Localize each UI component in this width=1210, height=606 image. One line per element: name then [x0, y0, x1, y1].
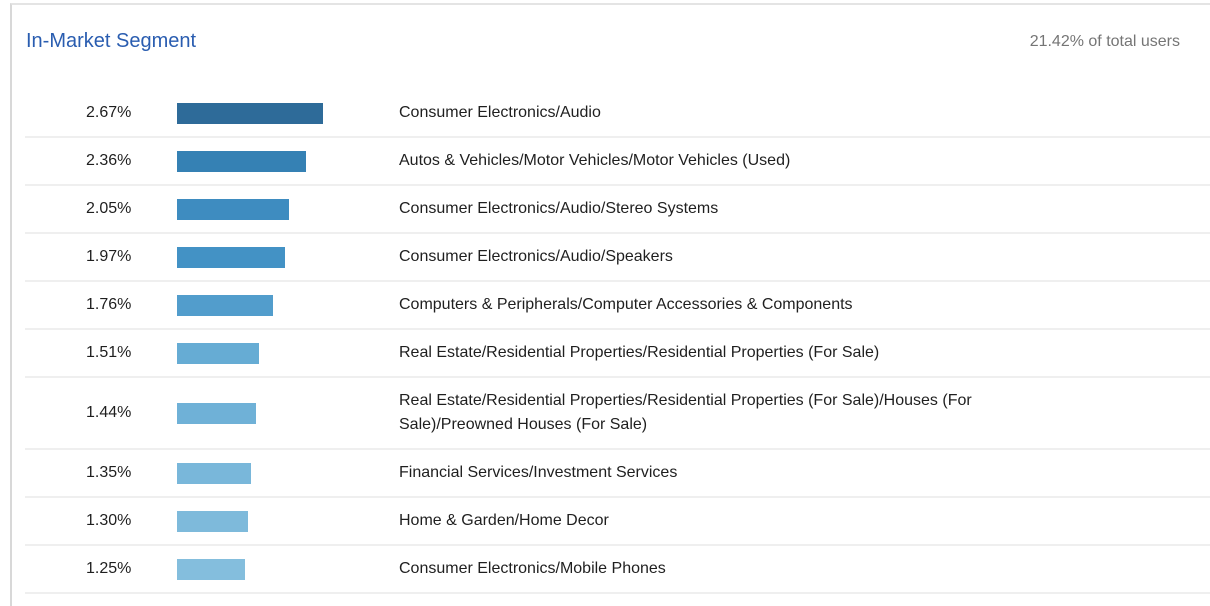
row-percent-value: 2.05%: [86, 200, 132, 217]
row-bar: [177, 342, 259, 364]
table-row: 1.76% Computers & Peripherals/Computer A…: [25, 280, 1210, 328]
row-bar: [177, 294, 273, 316]
row-percent-value: 1.35%: [86, 464, 132, 481]
row-percent-value: 2.67%: [86, 104, 132, 121]
row-bar: [177, 198, 289, 220]
row-category-label: Real Estate/Residential Properties/Resid…: [399, 344, 880, 361]
row-percent-value: 1.25%: [86, 560, 132, 577]
row-bar-track: [177, 462, 399, 484]
row-bar: [177, 102, 323, 124]
table-row: 1.35% Financial Services/Investment Serv…: [25, 448, 1210, 496]
row-category-label: Autos & Vehicles/Motor Vehicles/Motor Ve…: [399, 152, 791, 169]
row-category-label: Financial Services/Investment Services: [399, 464, 678, 481]
row-percent-value: 2.36%: [86, 152, 132, 169]
table-row: 1.30% Home & Garden/Home Decor: [25, 496, 1210, 544]
row-bar-track: [177, 402, 399, 424]
row-percent-value: 1.44%: [86, 404, 132, 421]
row-category-label: Consumer Electronics/Mobile Phones: [399, 560, 666, 577]
segment-rows-list: 2.67% Consumer Electronics/Audio 2.36% A…: [12, 90, 1210, 592]
row-percent-value: 1.30%: [86, 512, 132, 529]
row-category-label: Real Estate/Residential Properties/Resid…: [399, 392, 972, 433]
card-title-link[interactable]: In-Market Segment: [26, 30, 197, 52]
table-row: 2.05% Consumer Electronics/Audio/Stereo …: [25, 184, 1210, 232]
row-category-label: Home & Garden/Home Decor: [399, 512, 609, 529]
row-bar-track: [177, 558, 399, 580]
row-category-label: Consumer Electronics/Audio: [399, 104, 601, 121]
in-market-segment-card: In-Market Segment 21.42% of total users …: [10, 3, 1210, 606]
table-row: 1.25% Consumer Electronics/Mobile Phones: [25, 544, 1210, 592]
row-bar: [177, 558, 245, 580]
row-bar-track: [177, 198, 399, 220]
table-row: 2.36% Autos & Vehicles/Motor Vehicles/Mo…: [25, 136, 1210, 184]
row-percent-value: 1.51%: [86, 344, 132, 361]
row-percent-value: 1.97%: [86, 248, 132, 265]
row-bar-track: [177, 342, 399, 364]
table-row: 1.44% Real Estate/Residential Properties…: [25, 376, 1210, 448]
row-bar-track: [177, 102, 399, 124]
bottom-separator: [25, 592, 1210, 594]
row-bar-track: [177, 150, 399, 172]
table-row: 1.51% Real Estate/Residential Properties…: [25, 328, 1210, 376]
card-header: In-Market Segment 21.42% of total users: [12, 5, 1210, 54]
row-bar: [177, 150, 306, 172]
row-category-label: Consumer Electronics/Audio/Stereo System…: [399, 200, 719, 217]
table-row: 2.67% Consumer Electronics/Audio: [25, 90, 1210, 136]
row-percent-value: 1.76%: [86, 296, 132, 313]
row-bar-track: [177, 294, 399, 316]
row-bar-track: [177, 246, 399, 268]
row-category-label: Consumer Electronics/Audio/Speakers: [399, 248, 673, 265]
row-bar: [177, 462, 251, 484]
row-bar: [177, 402, 256, 424]
row-bar: [177, 246, 285, 268]
row-bar-track: [177, 510, 399, 532]
total-users-label: 21.42% of total users: [1029, 33, 1180, 50]
table-row: 1.97% Consumer Electronics/Audio/Speaker…: [25, 232, 1210, 280]
row-category-label: Computers & Peripherals/Computer Accesso…: [399, 296, 853, 313]
row-bar: [177, 510, 248, 532]
